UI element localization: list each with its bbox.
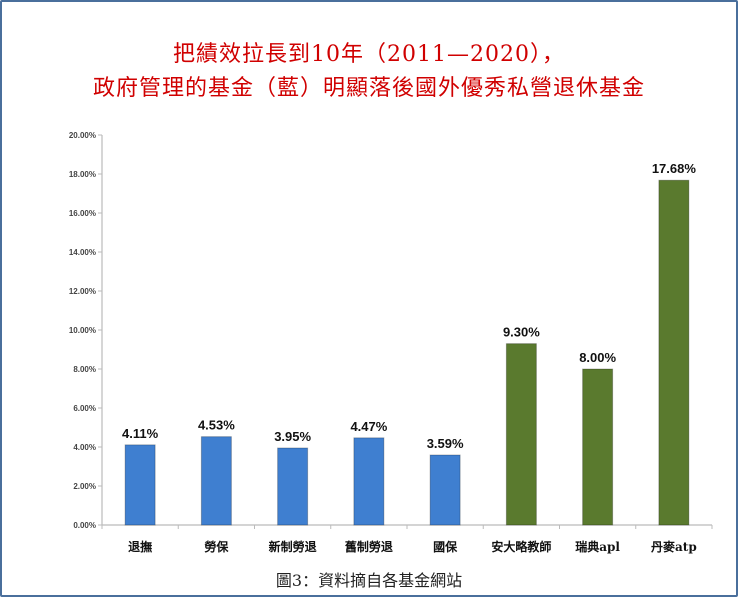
data-label: 9.30% [503, 325, 540, 340]
data-label: 3.95% [274, 429, 311, 444]
bar [505, 343, 537, 526]
y-tick-label: 6.00% [73, 404, 96, 413]
x-category-label: 丹麥atp [651, 539, 697, 554]
x-category-label: 退撫 [128, 539, 152, 554]
bar [582, 368, 614, 526]
data-label: 3.59% [427, 436, 464, 451]
x-category-label: 勞保 [204, 539, 229, 554]
data-label: 4.47% [350, 419, 387, 434]
y-tick-label: 10.00% [69, 326, 96, 335]
y-tick-label: 0.00% [73, 521, 96, 530]
bar [200, 436, 232, 526]
bar [124, 444, 156, 526]
figure-caption: 圖3：資料摘自各基金網站 [275, 571, 463, 590]
y-tick-label: 18.00% [69, 170, 96, 179]
y-tick-label: 2.00% [73, 482, 96, 491]
chart-title-line-2: 政府管理的基金（藍）明顯落後國外優秀私營退休基金 [92, 76, 645, 101]
y-tick-label: 4.00% [73, 443, 96, 452]
bar [658, 179, 690, 526]
x-category-label: 瑞典apl [575, 539, 620, 554]
x-category-label: 國保 [433, 539, 458, 554]
y-tick-label: 8.00% [73, 365, 96, 374]
y-tick-label: 12.00% [69, 287, 96, 296]
x-category-label: 新制勞退 [269, 539, 317, 554]
x-category-label: 舊制勞退 [345, 539, 393, 554]
bar [277, 447, 309, 526]
y-tick-label: 20.00% [69, 131, 96, 140]
y-tick-label: 14.00% [69, 248, 96, 257]
data-label: 4.53% [198, 418, 235, 433]
data-label: 4.11% [122, 426, 159, 441]
data-label: 8.00% [579, 350, 616, 365]
bar [429, 454, 461, 526]
y-tick-label: 16.00% [69, 209, 96, 218]
bar [353, 437, 385, 526]
data-label: 17.68% [652, 161, 697, 176]
x-category-label: 安大略教師 [491, 539, 551, 554]
chart-title-line-1: 把績效拉長到10年（2011—2020）， [173, 42, 565, 67]
